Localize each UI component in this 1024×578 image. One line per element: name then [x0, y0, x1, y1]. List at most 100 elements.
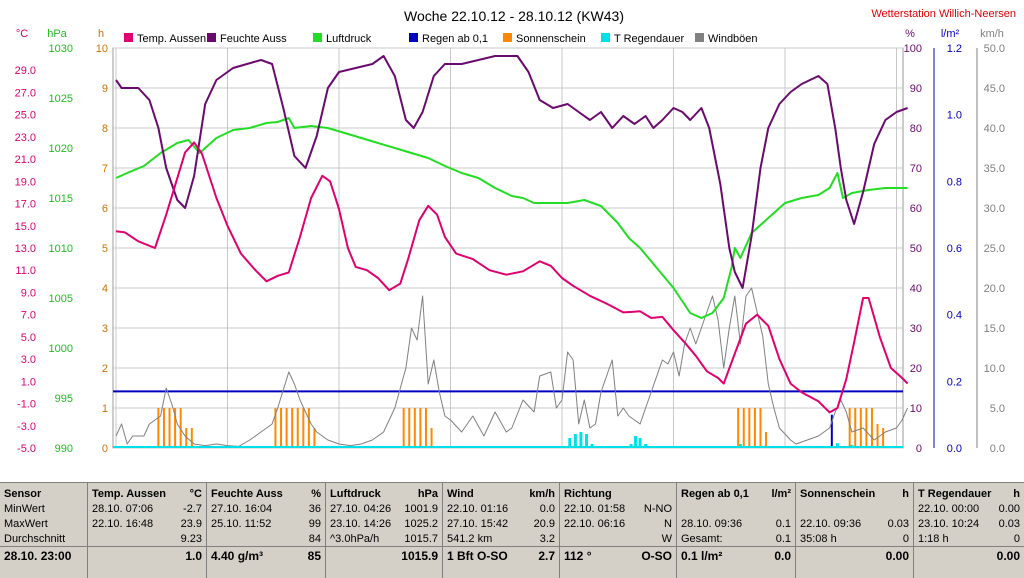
humidity-unit: %: [905, 28, 915, 40]
legend-label: T Regendauer: [614, 33, 684, 45]
temp-tick-label: 5.0: [21, 332, 36, 344]
summary-header-row: Regen ab 0,1 l/m²: [681, 487, 791, 502]
grid: [112, 47, 904, 449]
summary-column: Feuchte Auss% 27.10. 16:04 36 25.10. 11:52 9…: [207, 483, 326, 578]
summary-value: 9.23: [180, 533, 202, 545]
summary-label: Wind: [447, 488, 474, 500]
summary-value: °C: [189, 488, 202, 500]
summary-label: Sonnenschein: [800, 488, 876, 500]
humidity-tick-label: 20: [910, 363, 922, 375]
rain-tick-label: 0.0: [947, 443, 962, 455]
summary-footer-row: 4.40 g/m³ 85: [211, 549, 321, 564]
footer-separator: [0, 546, 87, 547]
summary-column: Sonnenschein h 22.10. 09:36 0.03 35:08 h 0 0.0…: [796, 483, 914, 578]
x-tick-label: 27.10. Sa: [674, 457, 722, 458]
summary-value: N: [664, 518, 672, 530]
summary-label: 23.10. 10:24: [918, 518, 980, 530]
temp-tick-label: 1.0: [21, 376, 36, 388]
summary-value: 20.9: [533, 518, 555, 530]
humidity-tick-label: 90: [910, 83, 922, 95]
summary-column: Wind km/h 22.10. 01:16 0.0 27.10. 15:42 20.9 5…: [443, 483, 560, 578]
rain-duration-bar: [634, 436, 638, 448]
summary-row: Durchschnitt: [4, 532, 83, 547]
legend: Temp. Aussen Feuchte Auss Luftdruck Regen a…: [124, 33, 758, 45]
wind-tick-label: 15.0: [984, 323, 1005, 335]
legend-swatch: [207, 33, 216, 42]
legend-label: Sonnenschein: [516, 33, 586, 45]
axis-units: °C hPa h % l/m² km/h: [16, 28, 1004, 40]
summary-value: 1015.7: [404, 533, 438, 545]
rain-tick-label: 0.4: [947, 310, 962, 322]
summary-row: 27.10. 16:04 36: [211, 502, 321, 517]
pressure-tick-label: 1015: [49, 193, 73, 205]
summary-row: MinWert: [4, 502, 83, 517]
summary-footer-row: 0.00: [918, 549, 1020, 564]
hours-tick-label: 4: [102, 283, 108, 295]
summary-label: MinWert: [4, 503, 45, 515]
pressure-tick-label: 1000: [49, 343, 73, 355]
x-tick-label: 26.10. Fr: [564, 457, 608, 458]
temp-tick-label: 3.0: [21, 354, 36, 366]
summary-label: 22.10. 00:00: [918, 503, 980, 515]
summary-row: 23.10. 10:24 0.03: [918, 517, 1020, 532]
pressure-tick-label: 1020: [49, 143, 73, 155]
rain-tick-label: 1.0: [947, 110, 962, 122]
summary-value: 85: [307, 549, 321, 563]
summary-footer-row: 1015.9: [330, 549, 438, 564]
summary-row: 22.10. 01:58 N-NO: [564, 502, 672, 517]
legend-swatch: [124, 33, 133, 42]
rain-tick-label: 0.6: [947, 243, 962, 255]
temp-tick-label: 25.0: [15, 110, 36, 122]
hours-tick-label: 2: [102, 363, 108, 375]
summary-label: 35:08 h: [800, 533, 837, 545]
summary-row: [681, 502, 791, 517]
wind-tick-label: 5.0: [990, 403, 1005, 415]
legend-swatch: [503, 33, 512, 42]
summary-value: 0.00: [885, 549, 909, 563]
footer-separator: [88, 546, 206, 547]
summary-value: 0: [1013, 533, 1020, 545]
rain-duration-bar: [568, 438, 572, 448]
summary-label: 22.10. 01:16: [447, 503, 509, 515]
summary-value: 0.0: [774, 549, 791, 563]
summary-row: 27.10. 15:42 20.9: [447, 517, 555, 532]
summary-value: 0.00: [996, 549, 1020, 563]
weather-chart: Woche 22.10.12 - 28.10.12 (KW43) Wetters…: [15, 8, 1016, 458]
rain-duration-bar: [638, 438, 642, 448]
rain-duration-bar: [579, 432, 583, 448]
summary-header-row: Sensor: [4, 487, 83, 502]
summary-header-row: T Regendauer h: [918, 487, 1020, 502]
temp-tick-label: 19.0: [15, 176, 36, 188]
hours-tick-label: 6: [102, 203, 108, 215]
summary-value: 23.9: [180, 518, 202, 530]
humidity-tick-label: 50: [910, 243, 922, 255]
x-tick-label: 22.10. Mo: [116, 457, 165, 458]
summary-row: 22.10. 01:16 0.0: [447, 502, 555, 517]
wind-tick-label: 10.0: [984, 363, 1005, 375]
summary-label: 25.10. 11:52: [211, 518, 272, 530]
series-layer: [113, 55, 909, 448]
pressure-tick-label: 990: [55, 443, 73, 455]
summary-value: km/h: [529, 488, 555, 500]
legend-swatch: [695, 33, 704, 42]
summary-value: 1.0: [185, 549, 202, 563]
hours-tick-label: 3: [102, 323, 108, 335]
summary-value: 1015.9: [401, 549, 438, 563]
summary-value: h: [1013, 488, 1020, 500]
summary-label: Feuchte Auss: [211, 488, 283, 500]
wind-unit: km/h: [980, 28, 1004, 40]
humidity-tick-label: 70: [910, 163, 922, 175]
summary-label: 28.10. 23:00: [4, 549, 72, 563]
summary-label: ^3.0hPa/h: [330, 533, 380, 545]
wind-tick-label: 40.0: [984, 123, 1005, 135]
legend-label: Feuchte Auss: [220, 33, 287, 45]
temp-tick-label: 9.0: [21, 287, 36, 299]
hours-tick-label: 1: [102, 403, 108, 415]
legend-label: Temp. Aussen: [137, 33, 206, 45]
series-windb-en: [115, 287, 909, 447]
summary-footer-row: 1 Bft O-SO 2.7: [447, 549, 555, 564]
summary-label: 541.2 km: [447, 533, 493, 545]
footer-separator: [207, 546, 325, 547]
summary-value: 1001.9: [404, 503, 438, 515]
x-tick-label: 24.10. Mi: [340, 457, 385, 458]
